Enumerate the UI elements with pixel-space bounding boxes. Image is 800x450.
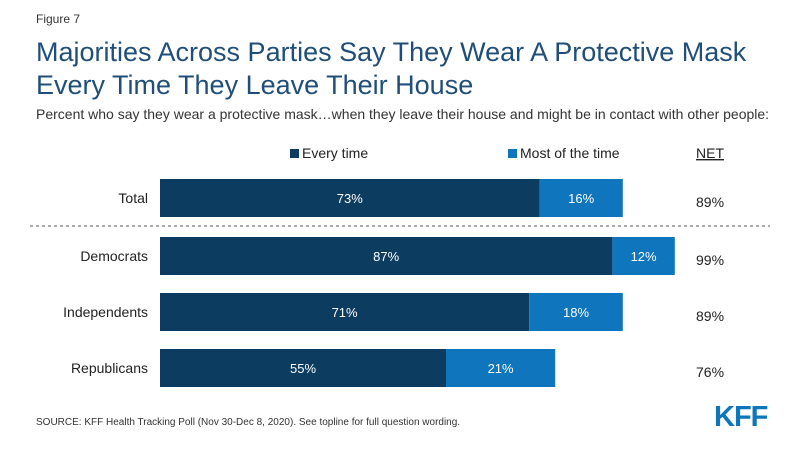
bar-every-time — [160, 293, 530, 331]
legend-label-most-of-the-time: Most of the time — [520, 145, 620, 161]
net-value: 76% — [696, 364, 724, 380]
bar-most-of-the-time — [539, 179, 623, 217]
data-label-most-of-the-time: 16% — [568, 191, 594, 206]
source-note: SOURCE: KFF Health Tracking Poll (Nov 30… — [36, 417, 461, 428]
bar-every-time — [160, 237, 613, 275]
category-label: Independents — [63, 304, 148, 320]
legend-swatch-every-time — [290, 149, 299, 158]
category-label: Democrats — [80, 248, 148, 264]
data-label-every-time: 55% — [290, 361, 316, 376]
bar-most-of-the-time — [446, 349, 556, 387]
bar-every-time — [160, 349, 446, 387]
data-label-every-time: 87% — [373, 249, 399, 264]
bar-most-of-the-time — [529, 293, 623, 331]
category-label: Republicans — [71, 360, 148, 376]
net-header: NET — [696, 145, 724, 161]
data-label-every-time: 73% — [337, 191, 363, 206]
category-label: Total — [118, 190, 148, 206]
chart-subtitle: Percent who say they wear a protective m… — [36, 106, 770, 122]
legend-swatch-most-of-the-time — [508, 149, 517, 158]
data-label-most-of-the-time: 12% — [631, 249, 657, 264]
data-label-every-time: 71% — [332, 305, 358, 320]
net-value: 89% — [696, 308, 724, 324]
figure-label: Figure 7 — [36, 12, 81, 26]
bar-every-time — [160, 179, 540, 217]
net-value: 89% — [696, 194, 724, 210]
stacked-bar-chart: Every time Most of the time NET Total 73% 16%… — [30, 145, 770, 387]
net-value: 99% — [696, 252, 724, 268]
legend-label-every-time: Every time — [302, 145, 368, 161]
chart-title: Majorities Across Parties Say They Wear … — [36, 37, 747, 100]
kff-logo: KFF — [714, 401, 768, 433]
data-label-most-of-the-time: 21% — [488, 361, 514, 376]
data-label-most-of-the-time: 18% — [563, 305, 589, 320]
bar-most-of-the-time — [612, 237, 675, 275]
